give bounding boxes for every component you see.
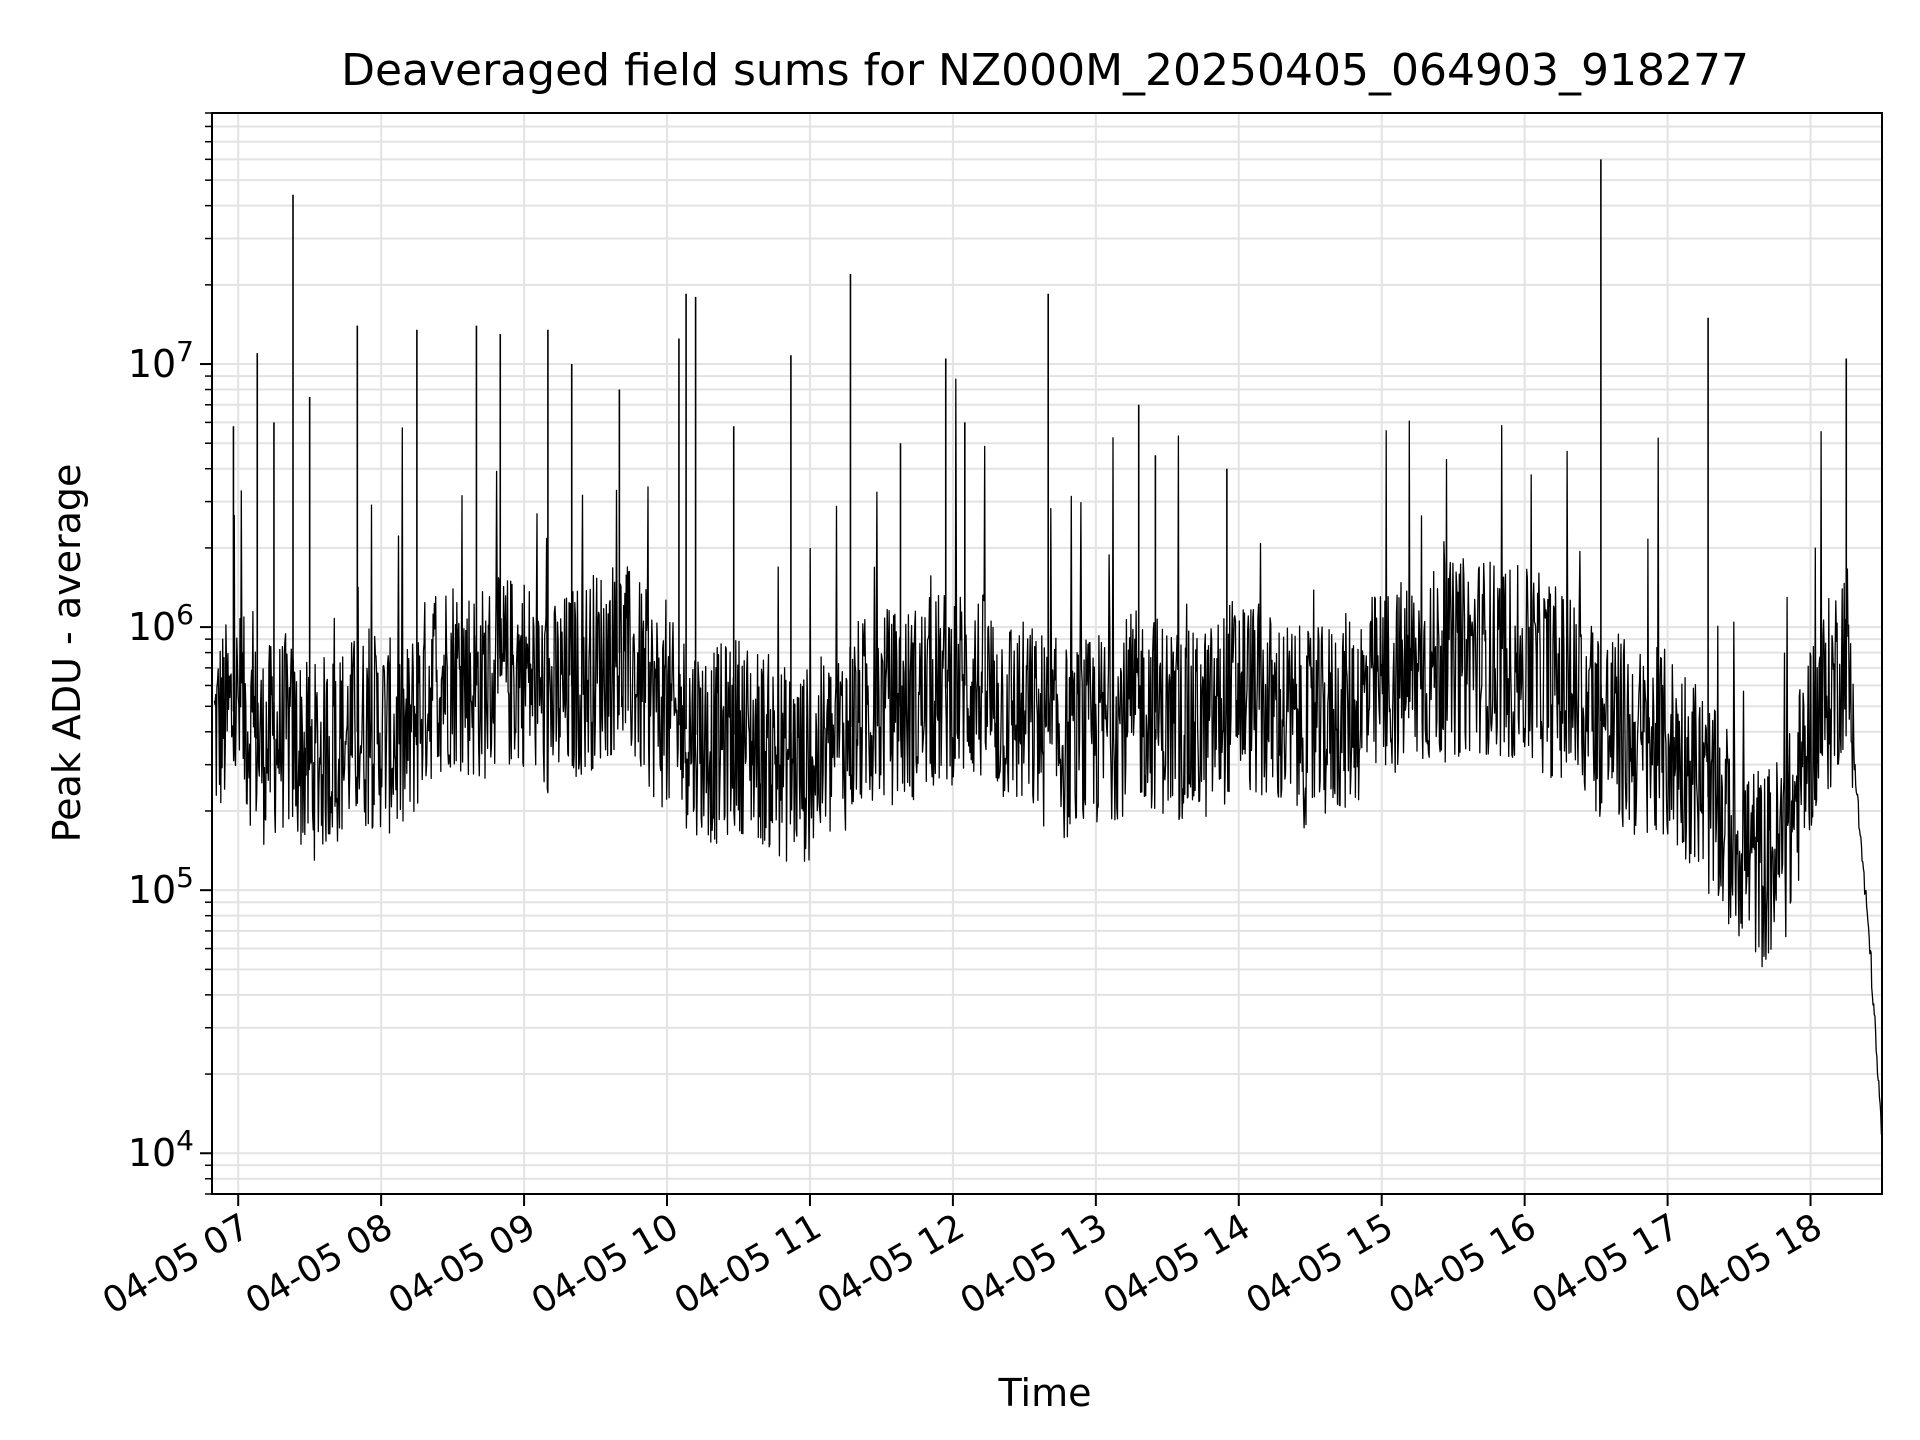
- plot-frame: [211, 112, 1883, 1195]
- y-tick-label: 106: [128, 598, 194, 649]
- y-axis-label: Peak ADU - average: [45, 464, 89, 843]
- x-axis-label: Time: [998, 1371, 1092, 1415]
- y-tick-label: 104: [128, 1124, 194, 1175]
- y-axis: 104 105 106 107: [128, 112, 212, 1195]
- chart-title: Deaveraged field sums for NZ000M_2025040…: [341, 45, 1749, 96]
- series-layer: [213, 159, 1883, 1136]
- y-tick-label: 107: [128, 335, 194, 386]
- y-tick-label: 105: [128, 861, 194, 912]
